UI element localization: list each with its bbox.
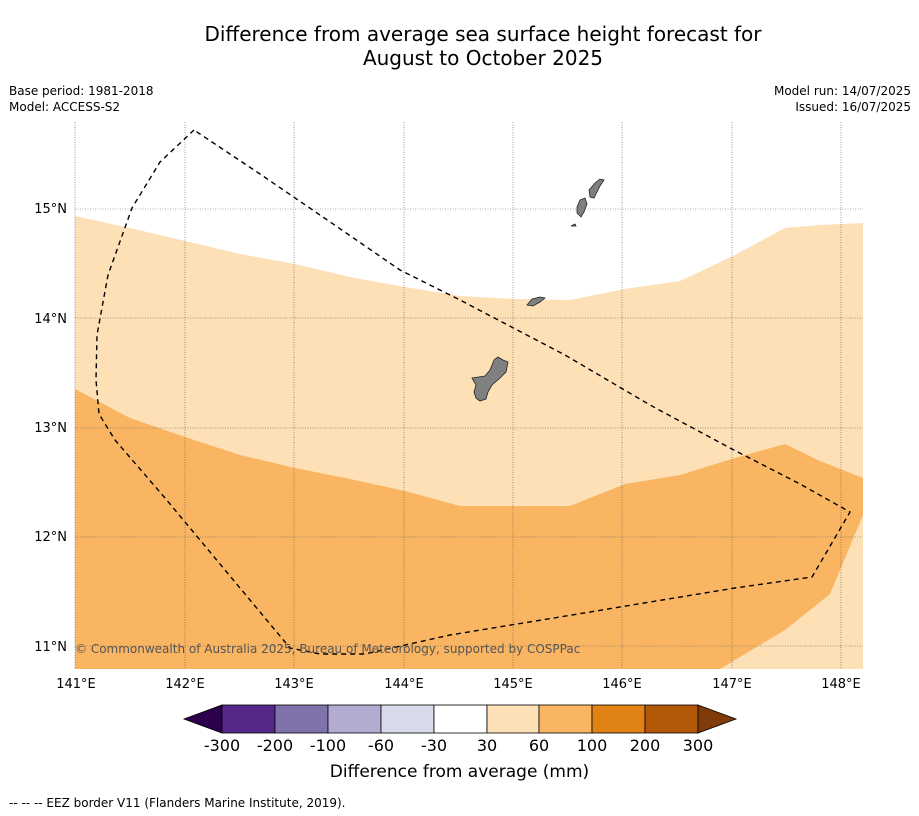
colorbar-arrow-low <box>182 704 223 734</box>
lon-label: 145°E <box>493 677 533 692</box>
eez-border <box>95 129 851 655</box>
colorbar-tick-label: -30 <box>420 736 448 755</box>
zone-60-100-mm <box>75 389 863 669</box>
tinian-island <box>576 197 588 218</box>
graticule <box>74 122 863 669</box>
lon-label: 148°E <box>821 677 861 692</box>
title-line-2: August to October 2025 <box>362 46 604 70</box>
lat-label: 13°N <box>34 421 67 436</box>
colorbar-swatch <box>486 704 540 734</box>
saipan-island <box>588 178 605 199</box>
colorbar-swatch <box>433 704 488 734</box>
colorbar-tick-label: -100 <box>309 736 347 755</box>
guam-island <box>471 356 509 402</box>
lon-label: 142°E <box>165 677 205 692</box>
colorbar-tick-label: 30 <box>476 736 498 755</box>
lon-label: 147°E <box>712 677 752 692</box>
meta-right: Model run: 14/07/2025 Issued: 16/07/2025 <box>774 83 911 115</box>
colorbar-tick-label: 100 <box>576 736 608 755</box>
lon-label: 144°E <box>384 677 424 692</box>
chart-title: Difference from average sea surface heig… <box>0 22 919 70</box>
colorbar-swatch <box>221 704 276 734</box>
colorbar-tick-label: -300 <box>203 736 241 755</box>
model-text: Model: ACCESS-S2 <box>9 100 121 114</box>
eez-footnote: -- -- -- EEZ border V11 (Flanders Marine… <box>9 796 346 810</box>
copyright-text: © Commonwealth of Australia 2025, Bureau… <box>75 642 580 656</box>
colorbar <box>182 704 738 734</box>
colorbar-swatch <box>591 704 646 734</box>
lat-label: 11°N <box>34 640 67 655</box>
lat-label: 12°N <box>34 530 67 545</box>
lon-label: 141°E <box>56 677 96 692</box>
aguijan-island <box>570 223 577 227</box>
colorbar-title: Difference from average (mm) <box>329 762 590 782</box>
title-line-1: Difference from average sea surface heig… <box>204 22 762 46</box>
issued-text: Issued: 16/07/2025 <box>795 100 911 114</box>
colorbar-tick-label: 300 <box>682 736 714 755</box>
rota-island <box>526 296 546 307</box>
colorbar-tick-label: 200 <box>629 736 661 755</box>
colorbar-swatch <box>274 704 329 734</box>
colorbar-swatch <box>327 704 382 734</box>
colorbar-swatch <box>538 704 593 734</box>
model-run-text: Model run: 14/07/2025 <box>773 84 911 98</box>
latitude-labels: 15°N 14°N 13°N 12°N 11°N <box>34 202 67 655</box>
lat-label: 15°N <box>34 202 67 217</box>
colorbar-arrow-high <box>697 704 738 734</box>
base-period-text: Base period: 1981-2018 <box>9 84 154 98</box>
colorbar-tick-label: -60 <box>367 736 395 755</box>
colorbar-swatch <box>644 704 699 734</box>
colorbar-tick-label: -200 <box>256 736 294 755</box>
meta-left: Base period: 1981-2018 Model: ACCESS-S2 <box>9 83 154 115</box>
lat-label: 14°N <box>34 312 67 327</box>
lon-label: 146°E <box>602 677 642 692</box>
longitude-labels: 141°E 142°E 143°E 144°E 145°E 146°E 147°… <box>56 677 861 692</box>
colorbar-swatch <box>380 704 435 734</box>
lon-label: 143°E <box>274 677 314 692</box>
colorbar-tick-label: 60 <box>528 736 550 755</box>
